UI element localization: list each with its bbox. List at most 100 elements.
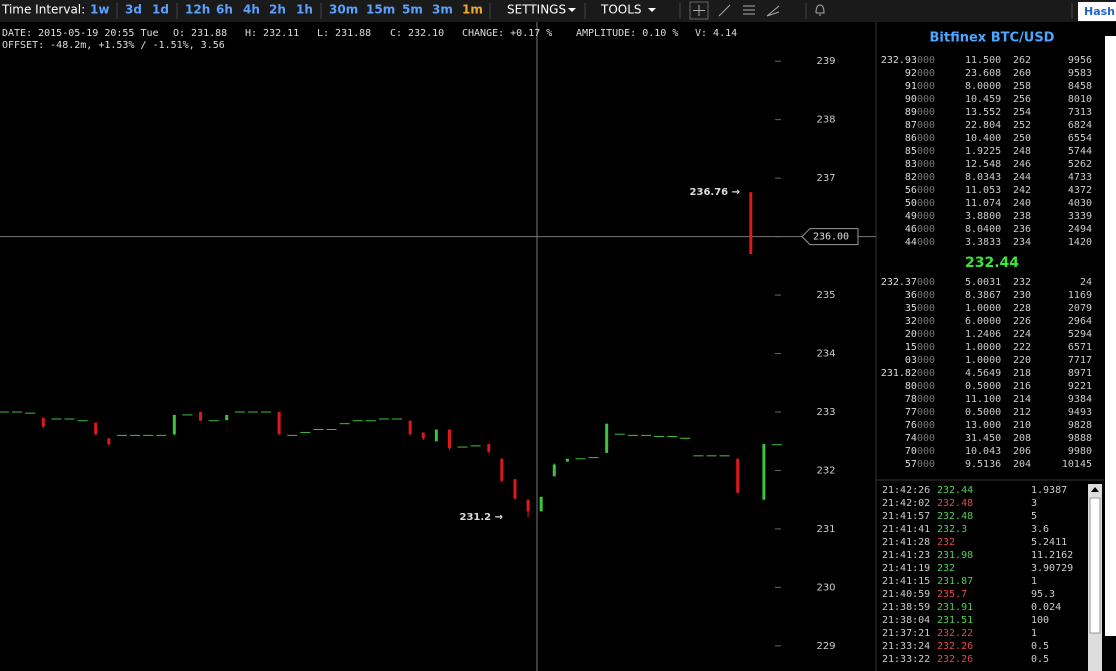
book-amount: 13.000 bbox=[965, 420, 1001, 431]
price-main: 80 bbox=[905, 381, 917, 392]
trade-amount: 0.024 bbox=[1031, 602, 1061, 613]
price-tail: 000 bbox=[917, 459, 935, 470]
toolbar-bg bbox=[0, 0, 1116, 22]
price-tail: 000 bbox=[917, 159, 935, 170]
trade-amount: 0.5 bbox=[1031, 654, 1049, 665]
trade-time: 21:42:02 bbox=[882, 498, 930, 509]
trade-amount: 1 bbox=[1031, 628, 1037, 639]
book-count: 240 bbox=[1013, 198, 1031, 209]
line-tool[interactable] bbox=[718, 4, 731, 17]
trade-time: 21:38:59 bbox=[882, 602, 930, 613]
hline-tool[interactable] bbox=[743, 5, 755, 15]
outer-scroll[interactable] bbox=[1105, 36, 1116, 636]
book-price: 89000 bbox=[905, 107, 935, 118]
interval-button[interactable]: 3d bbox=[125, 3, 142, 17]
price-main: 32 bbox=[905, 316, 917, 327]
interval-button[interactable]: 3m bbox=[432, 3, 453, 17]
y-tick-label: 232 bbox=[816, 465, 835, 476]
book-amount: 0.5000 bbox=[965, 407, 1001, 418]
book-amount: 1.0000 bbox=[965, 342, 1001, 353]
book-count: 262 bbox=[1013, 55, 1031, 66]
offset-info: OFFSET: -48.2m, +1.53% / -1.51%, 3.56 bbox=[2, 40, 225, 51]
book-count: 216 bbox=[1013, 381, 1031, 392]
book-price: 77000 bbox=[905, 407, 935, 418]
price-main: 82 bbox=[905, 172, 917, 183]
book-total: 4733 bbox=[1068, 172, 1092, 183]
book-count: 254 bbox=[1013, 107, 1031, 118]
book-amount: 9.5136 bbox=[965, 459, 1001, 470]
book-count: 250 bbox=[1013, 133, 1031, 144]
info-field: C: 232.10 bbox=[390, 28, 444, 39]
price-main: 90 bbox=[905, 94, 917, 105]
interval-button[interactable]: 1m bbox=[462, 3, 483, 17]
book-amount: 11.074 bbox=[965, 198, 1001, 209]
book-total: 1420 bbox=[1068, 237, 1092, 248]
book-price: 57000 bbox=[905, 459, 935, 470]
price-main: 85 bbox=[905, 146, 917, 157]
book-amount: 10.459 bbox=[965, 94, 1001, 105]
book-amount: 10.400 bbox=[965, 133, 1001, 144]
price-main: 03 bbox=[905, 355, 917, 366]
trade-time: 21:38:04 bbox=[882, 615, 930, 626]
book-total: 7717 bbox=[1068, 355, 1092, 366]
book-amount: 3.3833 bbox=[965, 237, 1001, 248]
book-price: 232.37000 bbox=[881, 277, 935, 288]
trade-price: 232 bbox=[937, 537, 955, 548]
price-main: 89 bbox=[905, 107, 917, 118]
price-tail: 000 bbox=[917, 120, 935, 131]
book-amount: 8.0400 bbox=[965, 224, 1001, 235]
book-amount: 22.804 bbox=[965, 120, 1001, 131]
book-count: 234 bbox=[1013, 237, 1031, 248]
book-count: 238 bbox=[1013, 211, 1031, 222]
book-amount: 12.548 bbox=[965, 159, 1001, 170]
interval-button[interactable]: 12h bbox=[185, 3, 210, 17]
fan-tool[interactable] bbox=[766, 5, 780, 17]
scroll-up[interactable] bbox=[1091, 487, 1099, 492]
price-main: 87 bbox=[905, 120, 917, 131]
trade-price: 231.98 bbox=[937, 550, 973, 561]
trade-price: 232.26 bbox=[937, 641, 973, 652]
interval-button[interactable]: 4h bbox=[243, 3, 260, 17]
alert-tool[interactable] bbox=[815, 4, 825, 16]
candle-body bbox=[565, 458, 569, 462]
book-total: 6571 bbox=[1068, 342, 1092, 353]
trade-price: 232.48 bbox=[937, 511, 973, 522]
book-price: 78000 bbox=[905, 394, 935, 405]
tools-caret bbox=[648, 8, 656, 12]
book-price: 92000 bbox=[905, 68, 935, 79]
book-amount: 11.100 bbox=[965, 394, 1001, 405]
interval-button[interactable]: 2h bbox=[269, 3, 286, 17]
interval-button[interactable]: 5m bbox=[402, 3, 423, 17]
book-count: 252 bbox=[1013, 120, 1031, 131]
interval-button[interactable]: 1w bbox=[90, 3, 109, 17]
scrollbar-thumb[interactable] bbox=[1089, 497, 1101, 634]
y-tick-label: 238 bbox=[816, 115, 835, 126]
book-count: 242 bbox=[1013, 185, 1031, 196]
interval-button[interactable]: 1h bbox=[296, 3, 313, 17]
book-total: 5294 bbox=[1068, 329, 1092, 340]
price-tail: 000 bbox=[917, 94, 935, 105]
book-amount: 1.0000 bbox=[965, 303, 1001, 314]
tools-menu[interactable]: TOOLS bbox=[600, 3, 642, 17]
price-main: 86 bbox=[905, 133, 917, 144]
y-tick-label: 229 bbox=[816, 641, 835, 652]
interval-button[interactable]: 1d bbox=[152, 3, 169, 17]
crosshair-tool[interactable] bbox=[689, 1, 709, 20]
info-field: CHANGE: +0.17 % bbox=[462, 28, 552, 39]
book-count: 220 bbox=[1013, 355, 1031, 366]
interval-button[interactable]: 6h bbox=[216, 3, 233, 17]
price-main: 70 bbox=[905, 446, 917, 457]
book-count: 214 bbox=[1013, 394, 1031, 405]
interval-button[interactable]: 30m bbox=[329, 3, 358, 17]
book-count: 232 bbox=[1013, 277, 1031, 288]
trade-time: 21:41:23 bbox=[882, 550, 930, 561]
trade-time: 21:41:57 bbox=[882, 511, 930, 522]
candle-body bbox=[199, 411, 203, 421]
hash-button[interactable]: Hash bbox=[1084, 5, 1115, 18]
book-price: 231.82000 bbox=[881, 368, 935, 379]
book-price: 80000 bbox=[905, 381, 935, 392]
interval-button[interactable]: 15m bbox=[366, 3, 395, 17]
settings-menu[interactable]: SETTINGS bbox=[507, 3, 566, 17]
book-total: 5262 bbox=[1068, 159, 1092, 170]
